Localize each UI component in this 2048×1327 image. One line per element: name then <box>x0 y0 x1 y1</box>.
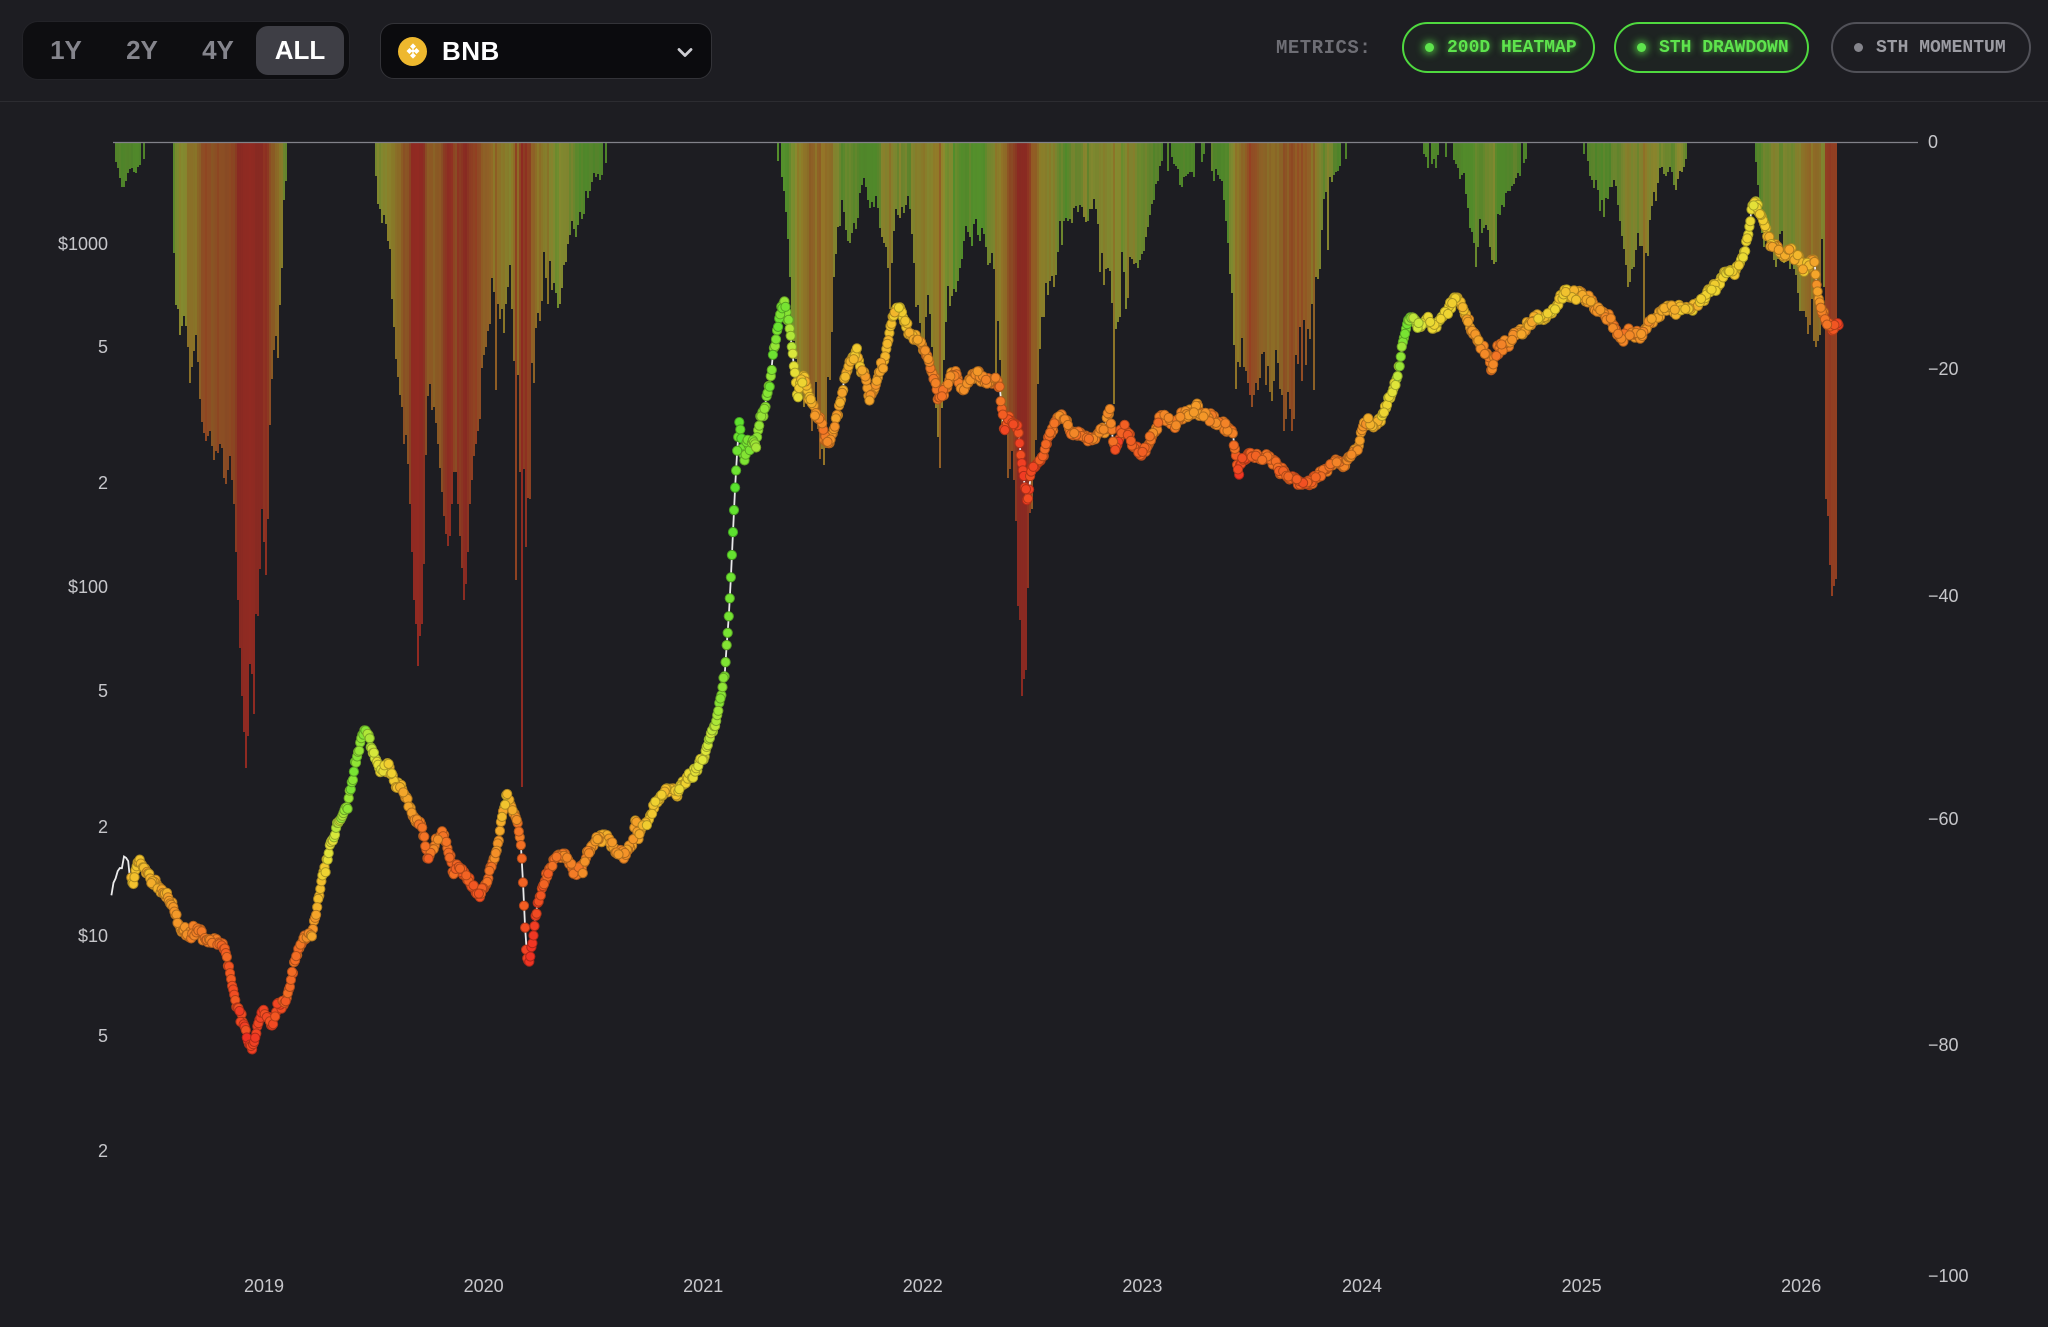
svg-text:2023: 2023 <box>1122 1276 1162 1296</box>
svg-text:2026: 2026 <box>1781 1276 1821 1296</box>
svg-text:2022: 2022 <box>903 1276 943 1296</box>
svg-text:5: 5 <box>98 337 108 357</box>
svg-text:−20: −20 <box>1928 359 1959 379</box>
svg-text:−80: −80 <box>1928 1035 1959 1055</box>
svg-text:2: 2 <box>98 817 108 837</box>
svg-text:5: 5 <box>98 1026 108 1046</box>
svg-text:0: 0 <box>1928 132 1938 152</box>
svg-text:−40: −40 <box>1928 586 1959 606</box>
svg-text:2024: 2024 <box>1342 1276 1382 1296</box>
svg-text:2025: 2025 <box>1562 1276 1602 1296</box>
svg-text:2019: 2019 <box>244 1276 284 1296</box>
svg-text:$1000: $1000 <box>58 234 108 254</box>
svg-text:2020: 2020 <box>464 1276 504 1296</box>
svg-text:5: 5 <box>98 681 108 701</box>
svg-text:2: 2 <box>98 473 108 493</box>
svg-text:$100: $100 <box>68 577 108 597</box>
svg-text:$10: $10 <box>78 926 108 946</box>
svg-text:2: 2 <box>98 1141 108 1161</box>
svg-text:2021: 2021 <box>683 1276 723 1296</box>
svg-text:−100: −100 <box>1928 1266 1969 1286</box>
svg-text:−60: −60 <box>1928 809 1959 829</box>
